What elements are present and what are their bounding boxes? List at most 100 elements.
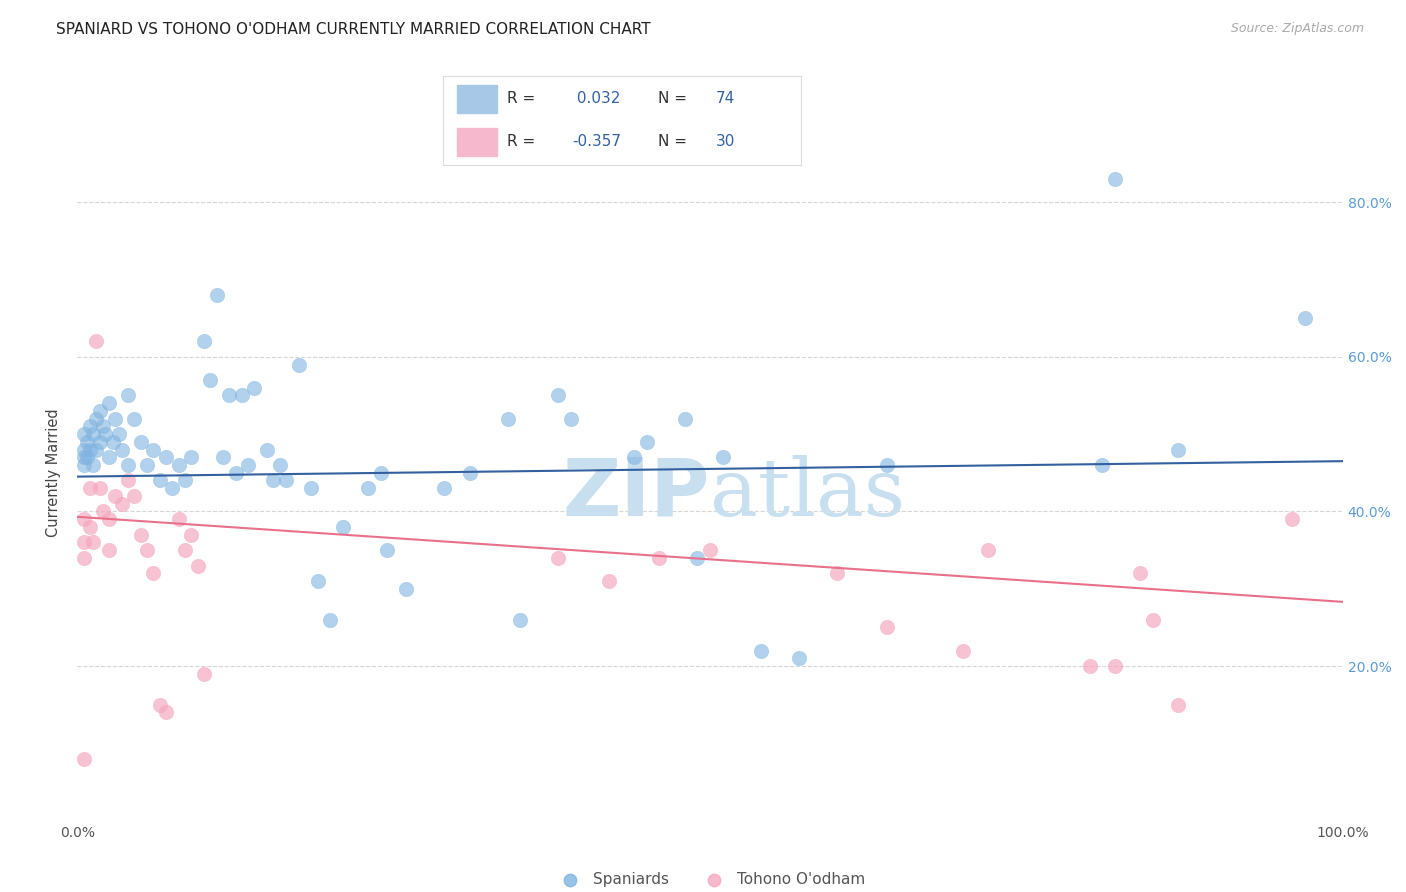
Point <box>787 651 810 665</box>
Point <box>111 442 132 457</box>
Point <box>977 543 1000 558</box>
Point <box>243 381 266 395</box>
Point <box>136 543 159 558</box>
Point <box>98 450 120 465</box>
Point <box>560 411 582 425</box>
Point <box>623 450 645 465</box>
Point <box>1294 311 1316 326</box>
Point <box>117 474 139 488</box>
Point <box>129 434 152 449</box>
Point <box>187 558 209 573</box>
Point <box>91 504 114 518</box>
Point <box>174 474 197 488</box>
Point <box>276 474 298 488</box>
Point <box>104 489 127 503</box>
Text: 74: 74 <box>716 91 734 106</box>
Point <box>142 566 165 581</box>
Point <box>111 497 132 511</box>
Point <box>73 550 96 565</box>
Point <box>952 643 974 657</box>
Point <box>200 373 222 387</box>
Point <box>711 450 734 465</box>
Point <box>79 442 101 457</box>
Point <box>117 458 139 472</box>
Point <box>86 442 108 457</box>
Point <box>1104 172 1126 186</box>
Point <box>174 543 197 558</box>
Point <box>307 574 329 588</box>
Text: R =: R = <box>508 134 540 149</box>
Point <box>256 442 278 457</box>
Text: atlas: atlas <box>710 455 905 533</box>
Point <box>98 396 120 410</box>
Point <box>136 458 159 472</box>
Point <box>94 427 117 442</box>
Point <box>117 388 139 402</box>
Text: SPANIARD VS TOHONO O'ODHAM CURRENTLY MARRIED CORRELATION CHART: SPANIARD VS TOHONO O'ODHAM CURRENTLY MAR… <box>56 22 651 37</box>
Point <box>648 550 671 565</box>
Point <box>269 458 291 472</box>
Point <box>79 419 101 434</box>
Point <box>162 481 183 495</box>
Text: R =: R = <box>508 91 540 106</box>
Point <box>357 481 380 495</box>
Point <box>101 434 124 449</box>
Point <box>1167 698 1189 712</box>
Point <box>79 520 101 534</box>
Point <box>108 427 131 442</box>
Point <box>547 388 569 402</box>
Point <box>76 434 98 449</box>
Text: 0.032: 0.032 <box>572 91 620 106</box>
Point <box>370 466 392 480</box>
Point <box>180 527 202 541</box>
Point <box>167 512 190 526</box>
Point <box>98 512 120 526</box>
Point <box>98 543 120 558</box>
Text: -0.357: -0.357 <box>572 134 621 149</box>
Point <box>1142 613 1164 627</box>
Point <box>1104 659 1126 673</box>
Point <box>76 450 98 465</box>
Point <box>673 411 696 425</box>
Point <box>89 481 111 495</box>
Point <box>1091 458 1114 472</box>
Point <box>142 442 165 457</box>
Point <box>73 752 96 766</box>
Point <box>876 458 898 472</box>
Point <box>395 582 418 596</box>
Text: N =: N = <box>658 91 692 106</box>
Point <box>124 489 146 503</box>
Point <box>1167 442 1189 457</box>
Point <box>825 566 848 581</box>
Point <box>749 643 772 657</box>
Point <box>89 404 111 418</box>
Point <box>180 450 202 465</box>
Point <box>73 442 96 457</box>
Point <box>598 574 620 588</box>
Point <box>82 535 104 549</box>
Y-axis label: Currently Married: Currently Married <box>46 409 62 537</box>
Point <box>496 411 519 425</box>
Point <box>636 434 658 449</box>
Legend: Spaniards, Tohono O'odham: Spaniards, Tohono O'odham <box>548 866 872 892</box>
Point <box>686 550 709 565</box>
Point <box>149 698 172 712</box>
Point <box>193 334 215 349</box>
Point <box>86 334 108 349</box>
Point <box>91 419 114 434</box>
Point <box>205 288 228 302</box>
Point <box>155 706 177 720</box>
Text: N =: N = <box>658 134 692 149</box>
Point <box>73 427 96 442</box>
Point <box>288 358 311 372</box>
Point <box>149 474 172 488</box>
Point <box>193 666 215 681</box>
Point <box>876 620 898 634</box>
Text: 30: 30 <box>716 134 735 149</box>
Point <box>86 411 108 425</box>
Point <box>509 613 531 627</box>
Point <box>73 512 96 526</box>
Point <box>73 458 96 472</box>
Point <box>129 527 152 541</box>
Point <box>124 411 146 425</box>
